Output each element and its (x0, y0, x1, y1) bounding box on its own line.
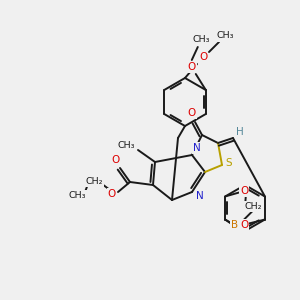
Text: CH₃: CH₃ (216, 32, 234, 40)
Text: O: O (111, 155, 119, 165)
Text: O: O (199, 52, 207, 62)
Text: O: O (108, 189, 116, 199)
Text: O: O (188, 108, 196, 118)
Text: CH₃: CH₃ (117, 140, 135, 149)
Text: Br: Br (231, 220, 243, 230)
Text: O: O (240, 185, 248, 196)
Text: O: O (188, 62, 196, 72)
Text: CH₂: CH₂ (85, 176, 103, 185)
Text: CH₂: CH₂ (244, 202, 262, 211)
Text: O: O (240, 220, 248, 230)
Text: CH₃: CH₃ (192, 34, 209, 43)
Text: N: N (193, 143, 201, 153)
Text: H: H (236, 127, 244, 137)
Text: N: N (196, 191, 204, 201)
Text: CH₃: CH₃ (68, 191, 86, 200)
Text: S: S (226, 158, 232, 168)
